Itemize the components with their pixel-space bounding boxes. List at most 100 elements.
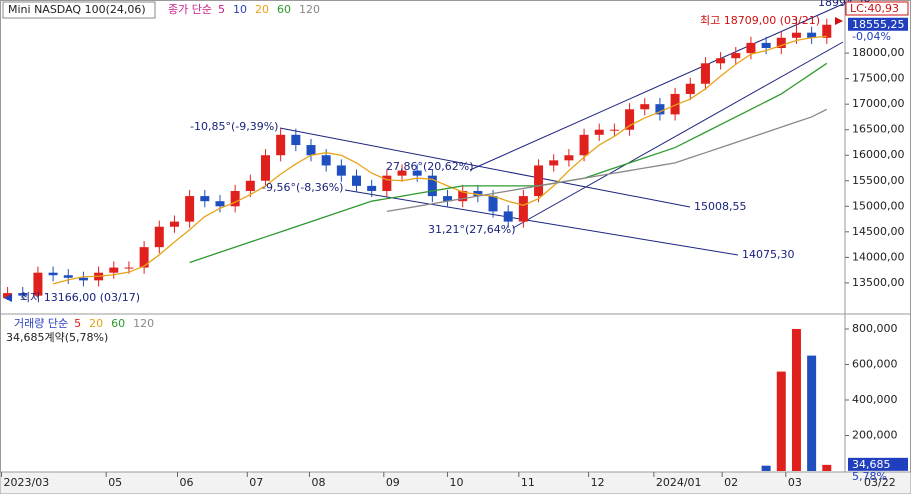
x-tick-label: 2024/01 bbox=[656, 476, 702, 489]
legend-item: 20 bbox=[255, 3, 269, 16]
legend-label: 종가 단순 bbox=[168, 3, 212, 16]
legend-item: 120 bbox=[133, 317, 154, 330]
annotation: 27,86°(20,62%) bbox=[386, 160, 474, 173]
candle-body bbox=[230, 190, 240, 207]
candle-body bbox=[306, 145, 316, 156]
candle-body bbox=[503, 211, 513, 222]
x-tick-label: 09 bbox=[386, 476, 400, 489]
y-tick-label: 200,000 bbox=[852, 428, 898, 441]
candle-body bbox=[200, 196, 210, 202]
candle-body bbox=[48, 272, 58, 276]
candle-body bbox=[518, 196, 528, 222]
legend-item: 60 bbox=[111, 317, 125, 330]
candle-body bbox=[260, 155, 270, 181]
trend-line bbox=[344, 189, 739, 256]
last-value-label: 34,685 bbox=[852, 458, 891, 471]
y-tick-label: 600,000 bbox=[852, 357, 898, 370]
candle-body bbox=[549, 160, 559, 166]
lc-label: LC:40,93 bbox=[850, 2, 899, 15]
candle-body bbox=[154, 226, 164, 248]
volume-bar bbox=[822, 464, 832, 471]
chart-title: Mini NASDAQ 100(24,06) bbox=[8, 3, 146, 16]
legend-item: 60 bbox=[277, 3, 291, 16]
candle-body bbox=[397, 170, 407, 176]
candle-body bbox=[655, 104, 665, 115]
x-tick-label: 07 bbox=[249, 476, 263, 489]
y-tick-label: 14500,00 bbox=[852, 225, 905, 238]
candle-body bbox=[731, 53, 741, 59]
candle-body bbox=[625, 109, 635, 130]
legend-item: 5 bbox=[218, 3, 225, 16]
volume-bar bbox=[776, 371, 786, 471]
candle-body bbox=[352, 175, 362, 186]
candle-body bbox=[609, 129, 619, 131]
candle-body bbox=[276, 134, 286, 156]
x-tick-label: 06 bbox=[179, 476, 193, 489]
x-tick-label: 10 bbox=[450, 476, 464, 489]
y-tick-label: 13500,00 bbox=[852, 276, 905, 289]
candle-body bbox=[291, 134, 301, 146]
y-tick-label: 400,000 bbox=[852, 393, 898, 406]
candle-body bbox=[63, 275, 73, 278]
x-tick-label: 2023/03 bbox=[4, 476, 50, 489]
candle-body bbox=[640, 104, 650, 110]
y-tick-label: 15500,00 bbox=[852, 174, 905, 187]
candle-body bbox=[807, 32, 817, 38]
candle-body bbox=[822, 24, 832, 38]
trend-line bbox=[512, 41, 844, 229]
last-value-box bbox=[848, 457, 908, 471]
candle-body bbox=[534, 165, 544, 197]
candle-body bbox=[18, 293, 28, 296]
x-tick-label: 11 bbox=[521, 476, 535, 489]
candle-body bbox=[761, 42, 771, 48]
volume-summary: 34,685계약(5,78%) bbox=[6, 330, 108, 344]
x-tick-label: 12 bbox=[591, 476, 605, 489]
candle-body bbox=[716, 58, 726, 64]
candle-body bbox=[700, 63, 710, 84]
last-price-box bbox=[848, 17, 908, 31]
candle-body bbox=[78, 277, 88, 281]
candle-body bbox=[245, 180, 255, 191]
candle-body bbox=[109, 267, 119, 273]
y-tick-label: 16000,00 bbox=[852, 148, 905, 161]
annotation: 15008,55 bbox=[694, 200, 747, 213]
last-price-label: 18555,25 bbox=[852, 18, 905, 31]
title-box bbox=[2, 1, 156, 19]
candle-body bbox=[594, 129, 604, 135]
moving-average bbox=[189, 62, 828, 264]
y-tick-label: 17000,00 bbox=[852, 97, 905, 110]
candle-body bbox=[670, 93, 680, 115]
legend-label: 거래량 단순 bbox=[14, 317, 68, 330]
x-tick-label: 03 bbox=[788, 476, 802, 489]
y-tick-label: 800,000 bbox=[852, 322, 898, 335]
y-tick-label: 16500,00 bbox=[852, 123, 905, 136]
candle-body bbox=[746, 42, 756, 54]
candle-body bbox=[564, 155, 574, 161]
annotation: -9,56°(-8,36%) bbox=[262, 181, 343, 194]
candle-body bbox=[458, 190, 468, 202]
annotation: 최저 13166,00 (03/17) bbox=[20, 291, 140, 304]
candle-body bbox=[124, 267, 134, 269]
legend-item: 10 bbox=[233, 3, 247, 16]
candle-body bbox=[412, 170, 422, 176]
candle-body bbox=[685, 83, 695, 94]
candle-body bbox=[3, 293, 13, 299]
candle-body bbox=[488, 196, 498, 212]
x-tick-label: 08 bbox=[311, 476, 325, 489]
legend-item: 20 bbox=[89, 317, 103, 330]
candle-body bbox=[139, 247, 149, 268]
candle-body bbox=[382, 175, 392, 191]
moving-average bbox=[52, 35, 827, 285]
candle-body bbox=[367, 185, 377, 191]
x-tick-label: 05 bbox=[108, 476, 122, 489]
high-arrow bbox=[835, 17, 843, 25]
candle-body bbox=[336, 165, 346, 176]
candles bbox=[3, 16, 832, 300]
candle-body bbox=[776, 37, 786, 48]
volume-bar bbox=[791, 328, 801, 471]
candle-body bbox=[33, 272, 43, 296]
y-tick-label: 15000,00 bbox=[852, 199, 905, 212]
y-tick-label: 18000,00 bbox=[852, 46, 905, 59]
